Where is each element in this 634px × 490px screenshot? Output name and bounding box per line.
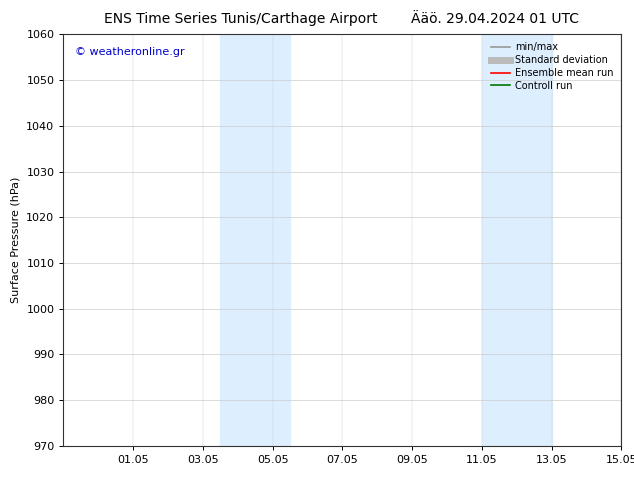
Y-axis label: Surface Pressure (hPa): Surface Pressure (hPa) (11, 177, 21, 303)
Bar (221, 34, 290, 446)
Legend: min/max, Standard deviation, Ensemble mean run, Controll run: min/max, Standard deviation, Ensemble me… (488, 39, 616, 94)
Text: Ääö. 29.04.2024 01 UTC: Ääö. 29.04.2024 01 UTC (411, 12, 578, 26)
Bar (482, 34, 552, 446)
Text: © weatheronline.gr: © weatheronline.gr (75, 47, 184, 57)
Text: ENS Time Series Tunis/Carthage Airport: ENS Time Series Tunis/Carthage Airport (104, 12, 378, 26)
